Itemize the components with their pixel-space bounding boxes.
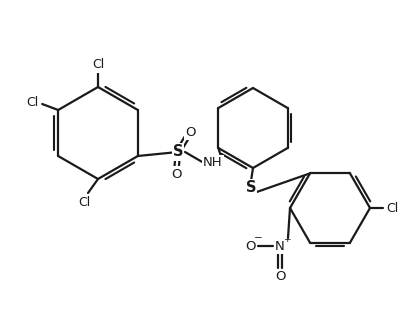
- Text: O: O: [245, 239, 255, 253]
- Text: N: N: [275, 239, 285, 253]
- Text: S: S: [246, 180, 256, 196]
- Text: +: +: [283, 234, 291, 243]
- Text: Cl: Cl: [26, 95, 38, 108]
- Text: −: −: [254, 233, 262, 243]
- Text: Cl: Cl: [92, 59, 104, 72]
- Text: S: S: [173, 145, 183, 159]
- Text: O: O: [171, 168, 181, 180]
- Text: Cl: Cl: [386, 202, 398, 215]
- Text: O: O: [275, 271, 285, 284]
- Text: O: O: [185, 125, 195, 139]
- Text: Cl: Cl: [78, 197, 90, 209]
- Text: NH: NH: [203, 157, 223, 169]
